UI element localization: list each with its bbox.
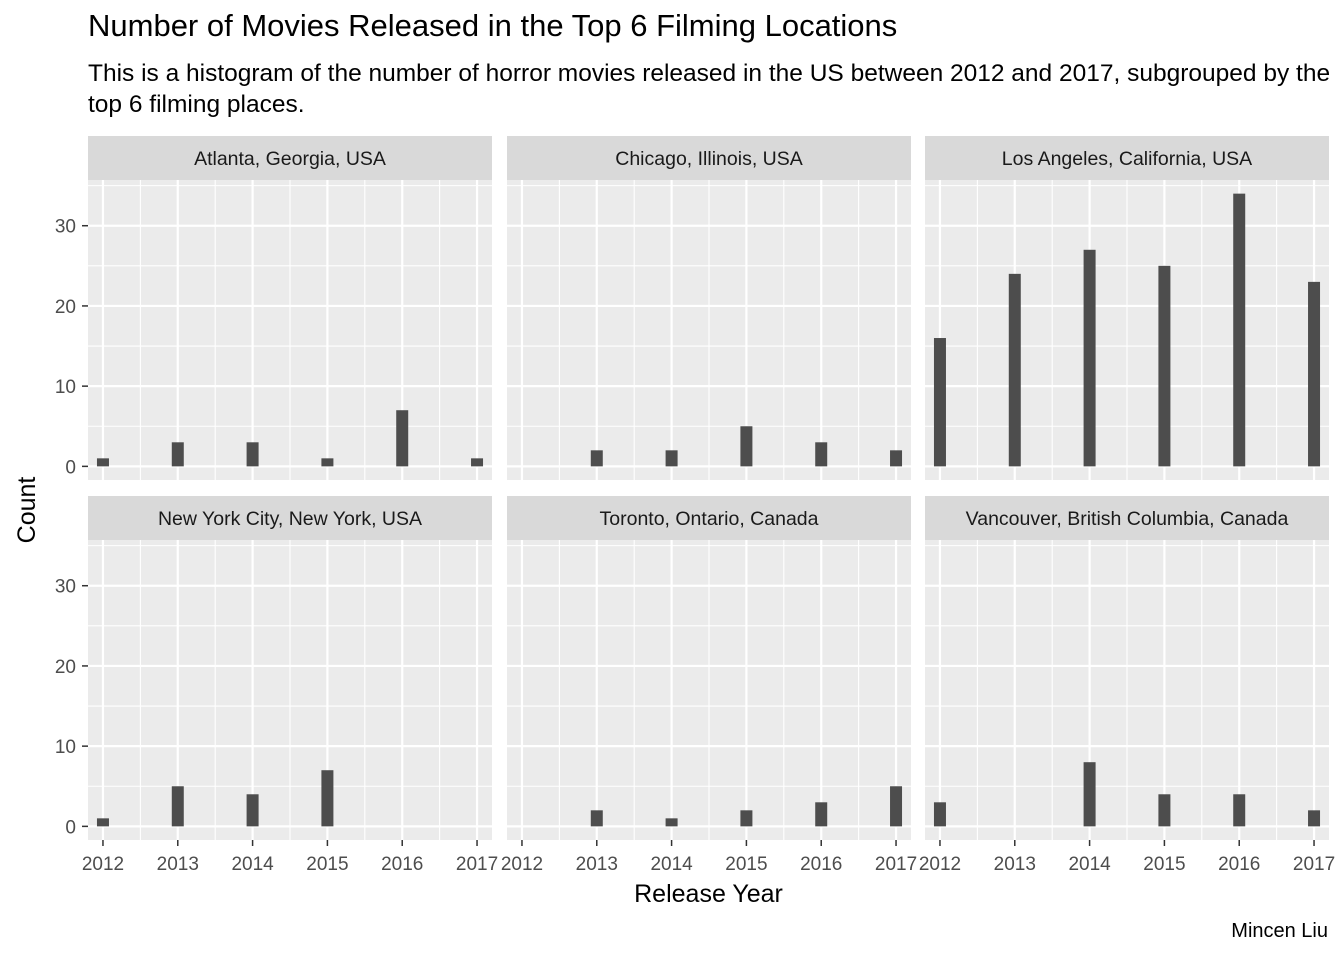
bar xyxy=(1308,281,1321,467)
x-tick-label: 2013 xyxy=(994,854,1036,875)
y-tick-label: 0 xyxy=(65,457,76,478)
x-tick-label: 2014 xyxy=(1068,854,1111,875)
bar xyxy=(246,794,259,827)
bar xyxy=(590,810,603,827)
bar xyxy=(890,786,903,827)
bar xyxy=(1233,193,1246,467)
x-tick-label: 2017 xyxy=(1293,854,1335,875)
y-tick-label: 30 xyxy=(55,217,76,238)
bar xyxy=(740,810,753,827)
y-tick-label: 0 xyxy=(65,817,76,838)
chart-caption: Mincen Liu xyxy=(1231,920,1328,942)
x-axis-title: Release Year xyxy=(634,880,783,908)
y-tick-label: 10 xyxy=(55,377,76,398)
bar xyxy=(740,426,753,467)
bar xyxy=(933,802,946,827)
y-tick-label: 30 xyxy=(55,577,76,598)
x-tick-label: 2017 xyxy=(456,854,498,875)
bar xyxy=(665,450,678,467)
facet-panel: Vancouver, British Columbia, Canada 2012 2… xyxy=(919,496,1335,875)
x-tick-label: 2015 xyxy=(1143,854,1185,875)
x-tick-label: 2013 xyxy=(157,854,199,875)
facet-strip xyxy=(925,136,1329,180)
bar xyxy=(1233,794,1246,827)
x-tick-label: 2013 xyxy=(576,854,618,875)
x-tick-label: 2014 xyxy=(650,854,693,875)
x-tick-label: 2015 xyxy=(306,854,348,875)
bar xyxy=(1308,810,1321,827)
chart-title: Number of Movies Released in the Top 6 F… xyxy=(88,8,898,43)
facet-strip xyxy=(88,136,492,180)
facet-strip-label: Chicago, Illinois, USA xyxy=(615,148,803,170)
facet-strip xyxy=(507,136,911,180)
bar xyxy=(665,818,678,827)
facet-panel: Los Angeles, California, USA xyxy=(925,136,1329,480)
bar xyxy=(1158,265,1171,467)
bar xyxy=(246,442,259,467)
bar xyxy=(171,786,184,827)
chart-subtitle: This is a histogram of the number of hor… xyxy=(88,60,1331,118)
facet-strip xyxy=(507,496,911,540)
bar xyxy=(590,450,603,467)
bar xyxy=(321,458,334,467)
bar xyxy=(933,338,946,467)
y-tick-label: 20 xyxy=(55,297,76,318)
x-tick-label: 2016 xyxy=(1218,854,1260,875)
x-tick-label: 2012 xyxy=(919,854,961,875)
x-tick-label: 2012 xyxy=(501,854,543,875)
facet-strip-label: Toronto, Ontario, Canada xyxy=(600,508,819,530)
x-tick-label: 2017 xyxy=(875,854,917,875)
facet-panel: Atlanta, Georgia, USA 0 10 20 30 xyxy=(55,136,492,480)
bar xyxy=(1083,762,1096,827)
bar xyxy=(890,450,903,467)
bar xyxy=(815,442,828,467)
facet-strip xyxy=(88,496,492,540)
y-tick-label: 10 xyxy=(55,737,76,758)
x-tick-label: 2012 xyxy=(82,854,124,875)
bar xyxy=(321,770,334,827)
facet-panel: Chicago, Illinois, USA xyxy=(507,136,911,480)
bar xyxy=(1083,249,1096,467)
y-tick-label: 20 xyxy=(55,657,76,678)
x-tick-label: 2016 xyxy=(800,854,842,875)
bar xyxy=(1008,273,1021,467)
bar xyxy=(815,802,828,827)
facet-strip-label: Atlanta, Georgia, USA xyxy=(194,148,386,170)
bar xyxy=(96,458,109,467)
facet-strip-label: Vancouver, British Columbia, Canada xyxy=(966,508,1289,530)
x-tick-label: 2014 xyxy=(231,854,274,875)
x-tick-label: 2015 xyxy=(725,854,767,875)
bar xyxy=(1158,794,1171,827)
bar xyxy=(96,818,109,827)
y-axis-title: Count xyxy=(13,477,41,544)
facet-strip-label: New York City, New York, USA xyxy=(158,508,422,530)
facet-strip xyxy=(925,496,1329,540)
x-tick-label: 2016 xyxy=(381,854,423,875)
facet-strip-label: Los Angeles, California, USA xyxy=(1002,148,1252,170)
bar xyxy=(396,410,409,467)
bar xyxy=(471,458,484,467)
facet-panel: Toronto, Ontario, Canada 2012 2013 2014 2015… xyxy=(501,496,917,875)
bar xyxy=(171,442,184,467)
facet-panel: New York City, New York, USA 0 10 20 30 2012 2… xyxy=(55,496,498,875)
